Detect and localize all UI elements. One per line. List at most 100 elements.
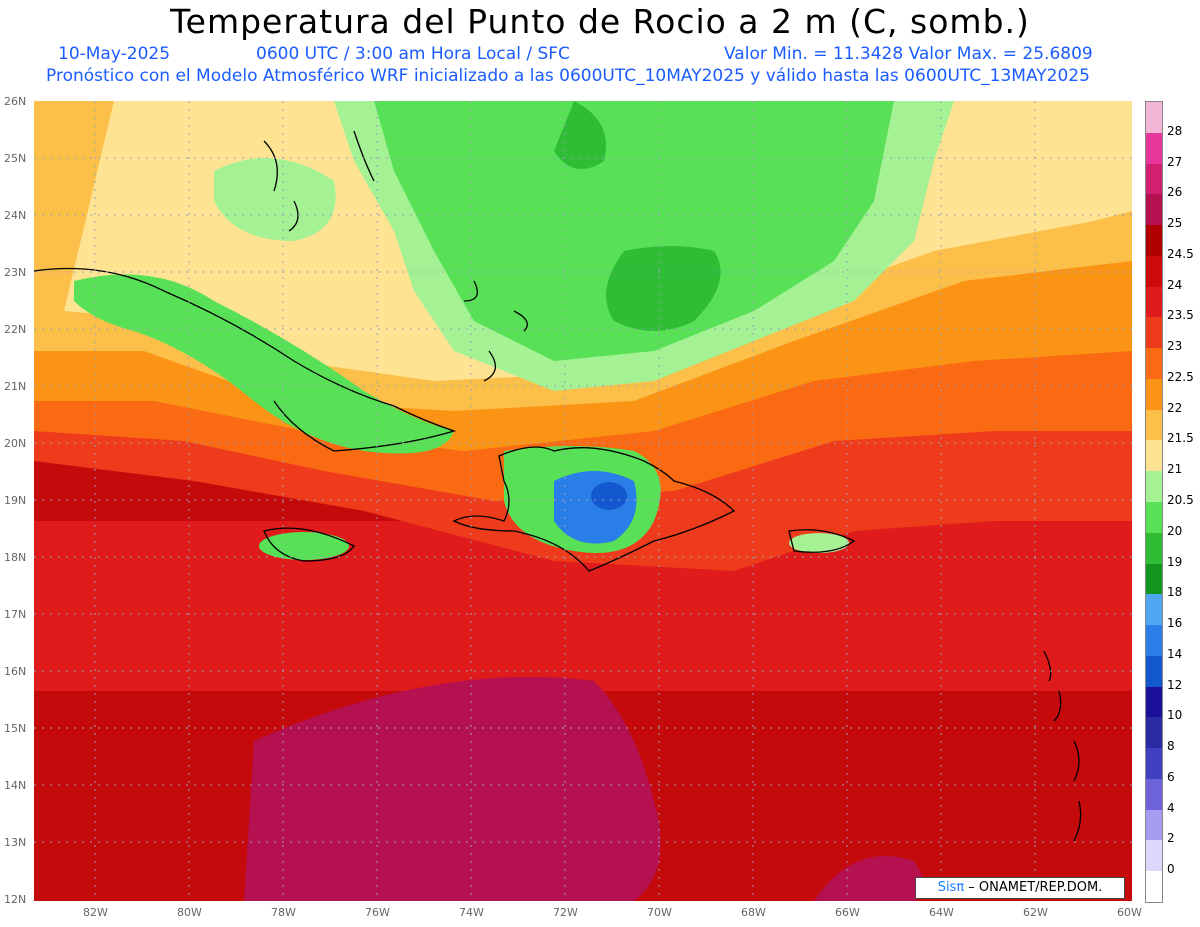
green-region — [374, 101, 894, 361]
lat-label: 26N — [4, 95, 27, 108]
colorbar-segment — [1146, 532, 1162, 564]
lat-label: 21N — [4, 380, 27, 393]
colorbar-segment — [1146, 102, 1162, 133]
colorbar-label: 23 — [1167, 339, 1183, 354]
lat-label: 15N — [4, 722, 27, 735]
lon-label: 62W — [1023, 906, 1048, 919]
lon-label: 68W — [741, 906, 766, 919]
colorbar-label: 21.5 — [1167, 431, 1194, 446]
colorbar-segment — [1146, 748, 1162, 780]
coastlines — [34, 130, 1082, 842]
colorbar-segment — [1146, 502, 1162, 533]
sis-brand: Sisπ — [937, 880, 965, 895]
colorbar-label: 24.5 — [1167, 246, 1194, 261]
colorbar-segment — [1146, 655, 1162, 687]
lat-label: 24N — [4, 209, 27, 222]
lon-label: 82W — [83, 906, 108, 919]
graticule — [34, 101, 1132, 901]
colorbar-segment — [1146, 686, 1162, 718]
lat-label: 20N — [4, 437, 27, 450]
lat-label: 19N — [4, 494, 27, 507]
colorbar-label: 25 — [1167, 216, 1183, 231]
lon-label: 76W — [365, 906, 390, 919]
lat-label: 12N — [4, 893, 27, 906]
lat-label: 14N — [4, 779, 27, 792]
jamaica-green — [259, 532, 349, 560]
colorbar-segment — [1146, 440, 1162, 472]
colorbar-label: 22.5 — [1167, 369, 1194, 384]
min-max-label: Valor Min. = 11.3428 Valor Max. = 25.680… — [724, 44, 1093, 64]
colorbar-label: 24 — [1167, 277, 1183, 292]
colorbar-segment — [1146, 809, 1162, 841]
colorbar-segment — [1146, 317, 1162, 349]
magenta-patch-east — [814, 856, 924, 901]
dewpoint-map — [34, 101, 1132, 901]
colorbar-label: 8 — [1167, 739, 1175, 754]
colorbar-segment — [1146, 378, 1162, 410]
colorbar-label: 19 — [1167, 554, 1183, 569]
lat-label: 22N — [4, 323, 27, 336]
lon-label: 60W — [1117, 906, 1142, 919]
colorbar-label: 28 — [1167, 123, 1183, 138]
lon-label: 70W — [647, 906, 672, 919]
colorbar-segment — [1146, 625, 1162, 657]
colorbar-label: 6 — [1167, 769, 1175, 784]
colorbar-segment — [1146, 563, 1162, 595]
credit-box: Sisπ – ONAMET/REP.DOM. — [915, 877, 1125, 899]
dark-green-core — [606, 246, 721, 331]
lat-label: 25N — [4, 152, 27, 165]
map-title: Temperatura del Punto de Rocio a 2 m (C,… — [170, 2, 1030, 41]
colorbar-label: 18 — [1167, 585, 1183, 600]
credit-org: – ONAMET/REP.DOM. — [964, 880, 1103, 895]
colorbar-label: 26 — [1167, 185, 1183, 200]
colorbar — [1145, 101, 1163, 903]
lon-label: 78W — [271, 906, 296, 919]
hispaniola-core — [591, 482, 627, 510]
colorbar-segment — [1146, 871, 1162, 903]
bahamas-green-patch — [214, 158, 336, 241]
lat-label: 17N — [4, 608, 27, 621]
cuba-green — [74, 274, 454, 454]
colorbar-segment — [1146, 778, 1162, 810]
colorbar-label: 20 — [1167, 523, 1183, 538]
colorbar-label: 22 — [1167, 400, 1183, 415]
colorbar-label: 0 — [1167, 862, 1175, 877]
colorbar-segment — [1146, 163, 1162, 195]
colorbar-label: 2 — [1167, 831, 1175, 846]
colorbar-label: 21 — [1167, 462, 1183, 477]
magenta-region — [244, 677, 661, 901]
colorbar-label: 4 — [1167, 800, 1175, 815]
lat-label: 23N — [4, 266, 27, 279]
colorbar-label: 20.5 — [1167, 493, 1194, 507]
colorbar-label: 10 — [1167, 708, 1183, 723]
colorbar-label: 12 — [1167, 677, 1183, 692]
colorbar-segment — [1146, 717, 1162, 749]
map-svg — [34, 101, 1132, 901]
colorbar-segment — [1146, 471, 1162, 503]
colorbar-segment — [1146, 132, 1162, 164]
puerto-rico-green — [789, 533, 849, 553]
colorbar-label: 16 — [1167, 616, 1183, 631]
lon-label: 64W — [929, 906, 954, 919]
colorbar-segment — [1146, 286, 1162, 318]
colorbar-segment — [1146, 194, 1162, 226]
model-info-label: Pronóstico con el Modelo Atmosférico WRF… — [46, 66, 1090, 86]
dark-green-north — [554, 101, 606, 169]
colorbar-segment — [1146, 594, 1162, 626]
lon-label: 80W — [177, 906, 202, 919]
lat-label: 13N — [4, 836, 27, 849]
colorbar-segment — [1146, 409, 1162, 441]
colorbar-segment — [1146, 255, 1162, 287]
lon-label: 74W — [459, 906, 484, 919]
colorbar-segment — [1146, 225, 1162, 257]
colorbar-label: 14 — [1167, 646, 1183, 661]
lon-label: 72W — [553, 906, 578, 919]
date-label: 10-May-2025 — [58, 44, 171, 64]
time-label: 0600 UTC / 3:00 am Hora Local / SFC — [256, 44, 570, 64]
colorbar-label: 23.5 — [1167, 308, 1194, 323]
colorbar-segment — [1146, 348, 1162, 380]
lon-label: 66W — [835, 906, 860, 919]
lat-label: 18N — [4, 551, 27, 564]
colorbar-label: 27 — [1167, 154, 1183, 169]
lat-label: 16N — [4, 665, 27, 678]
